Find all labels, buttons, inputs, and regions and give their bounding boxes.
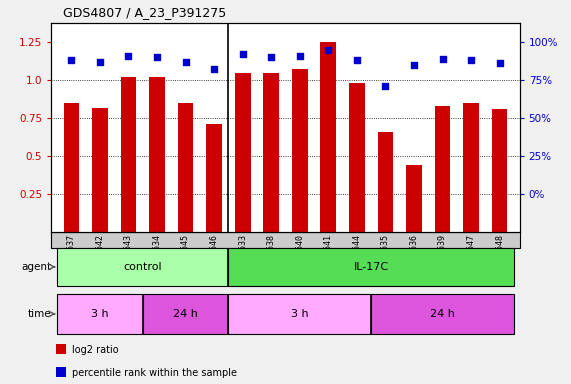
Bar bbox=[206, 124, 222, 232]
Bar bbox=[228, 294, 371, 334]
Point bbox=[124, 53, 133, 59]
Text: percentile rank within the sample: percentile rank within the sample bbox=[73, 367, 238, 377]
Bar bbox=[292, 70, 308, 232]
Bar bbox=[377, 132, 393, 232]
Bar bbox=[349, 83, 365, 232]
Point bbox=[67, 57, 76, 63]
Bar bbox=[143, 294, 228, 334]
Point bbox=[467, 57, 476, 63]
Point bbox=[438, 56, 447, 62]
Point bbox=[181, 59, 190, 65]
Bar bbox=[149, 77, 165, 232]
Point bbox=[495, 60, 504, 66]
Bar bbox=[56, 344, 66, 354]
Point bbox=[409, 62, 419, 68]
Point bbox=[95, 59, 104, 65]
Text: GDS4807 / A_23_P391275: GDS4807 / A_23_P391275 bbox=[63, 6, 226, 19]
Bar bbox=[57, 294, 143, 334]
Text: log2 ratio: log2 ratio bbox=[73, 344, 119, 354]
Text: time: time bbox=[28, 309, 51, 319]
Bar bbox=[57, 248, 228, 286]
Bar bbox=[56, 367, 66, 377]
Text: 3 h: 3 h bbox=[91, 309, 108, 319]
Text: 24 h: 24 h bbox=[173, 309, 198, 319]
Bar bbox=[92, 108, 108, 232]
Bar bbox=[228, 248, 514, 286]
Text: control: control bbox=[123, 262, 162, 272]
Text: 3 h: 3 h bbox=[291, 309, 308, 319]
Point bbox=[381, 83, 390, 89]
Text: agent: agent bbox=[22, 262, 51, 272]
Bar bbox=[371, 294, 514, 334]
Text: 24 h: 24 h bbox=[430, 309, 455, 319]
Point bbox=[324, 46, 333, 53]
Point bbox=[210, 66, 219, 73]
Bar bbox=[235, 73, 251, 232]
Bar bbox=[463, 103, 479, 232]
Bar bbox=[492, 109, 508, 232]
Point bbox=[238, 51, 247, 57]
Bar bbox=[435, 106, 451, 232]
Bar bbox=[63, 103, 79, 232]
Bar bbox=[178, 103, 194, 232]
Bar bbox=[120, 77, 136, 232]
Bar bbox=[320, 42, 336, 232]
Bar bbox=[406, 166, 422, 232]
Bar bbox=[263, 73, 279, 232]
Point bbox=[295, 53, 304, 59]
Text: IL-17C: IL-17C bbox=[353, 262, 389, 272]
Point bbox=[152, 54, 162, 60]
Point bbox=[352, 57, 361, 63]
Point bbox=[267, 54, 276, 60]
